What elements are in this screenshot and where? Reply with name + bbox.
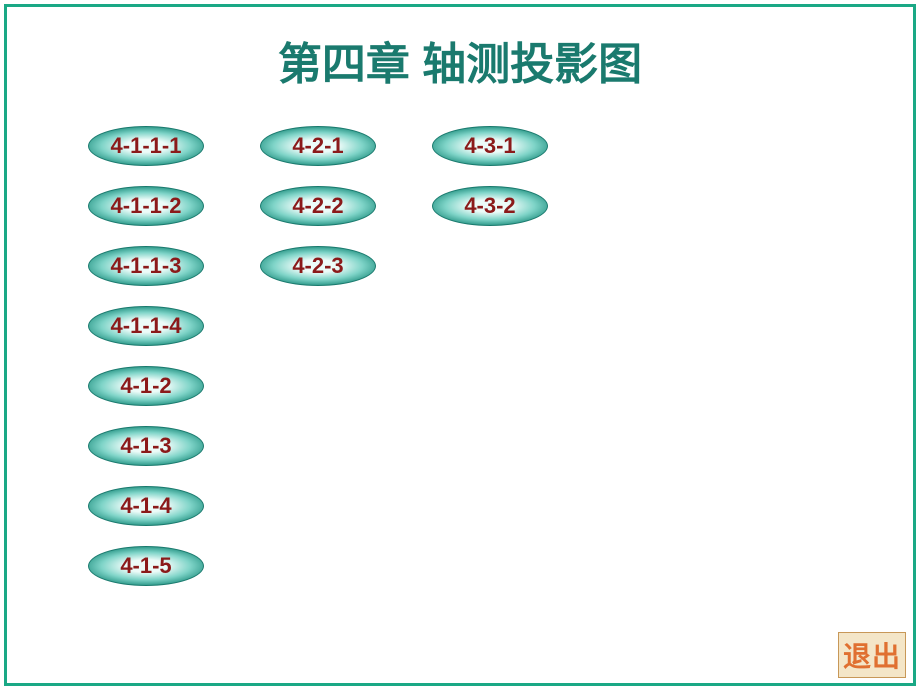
nav-pill[interactable]: 4-1-4 xyxy=(88,486,204,526)
nav-pill[interactable]: 4-2-3 xyxy=(260,246,376,286)
nav-pill[interactable]: 4-1-3 xyxy=(88,426,204,466)
nav-pill[interactable]: 4-1-1-1 xyxy=(88,126,204,166)
nav-pill[interactable]: 4-1-1-3 xyxy=(88,246,204,286)
nav-pill[interactable]: 4-3-2 xyxy=(432,186,548,226)
exit-button[interactable]: 退出 xyxy=(838,632,906,678)
page-title: 第四章 轴测投影图 xyxy=(0,28,920,92)
nav-column: 4-1-1-1 4-1-1-2 4-1-1-3 4-1-1-4 4-1-2 4-1-3 4-… xyxy=(88,126,204,586)
nav-pill[interactable]: 4-2-2 xyxy=(260,186,376,226)
nav-pill[interactable]: 4-1-1-4 xyxy=(88,306,204,346)
nav-pill[interactable]: 4-2-1 xyxy=(260,126,376,166)
nav-column: 4-3-1 4-3-2 xyxy=(432,126,548,226)
nav-pill[interactable]: 4-3-1 xyxy=(432,126,548,166)
nav-pill[interactable]: 4-1-1-2 xyxy=(88,186,204,226)
nav-pill[interactable]: 4-1-5 xyxy=(88,546,204,586)
nav-pill[interactable]: 4-1-2 xyxy=(88,366,204,406)
nav-columns: 4-1-1-1 4-1-1-2 4-1-1-3 4-1-1-4 4-1-2 4-1-3 4-… xyxy=(88,126,548,586)
nav-column: 4-2-1 4-2-2 4-2-3 xyxy=(260,126,376,286)
